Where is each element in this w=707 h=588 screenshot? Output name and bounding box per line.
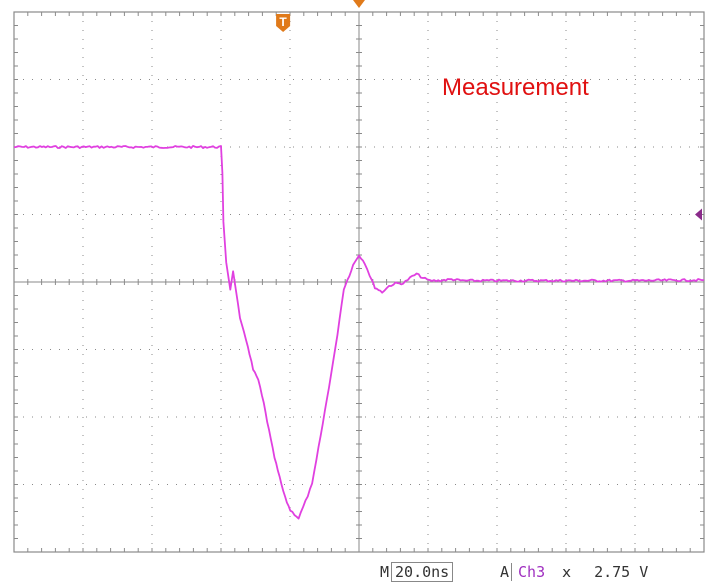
graticule xyxy=(13,11,705,553)
waveform-trace xyxy=(13,144,705,520)
trigger-position-marker xyxy=(276,14,291,32)
horizontal-position-marker xyxy=(353,0,365,8)
timebase-value: 20.0ns xyxy=(391,562,454,582)
trigger-readout: A Ch3 ⅹ 2.75 V xyxy=(500,561,648,583)
timebase-readout: M 20.0ns xyxy=(380,561,454,583)
measurement-annotation: Measurement xyxy=(442,74,589,101)
trigger-channel: Ch3 xyxy=(511,563,546,581)
trigger-position-label: T xyxy=(279,15,287,29)
m-label: M xyxy=(380,563,390,581)
trigger-slope-icon: ⅹ xyxy=(562,563,572,581)
a-label: A xyxy=(500,563,510,581)
trigger-level: 2.75 V xyxy=(594,563,649,581)
trigger-level-arrow xyxy=(695,208,702,221)
waveform-area xyxy=(13,144,705,520)
marker-layer: T xyxy=(276,0,702,221)
